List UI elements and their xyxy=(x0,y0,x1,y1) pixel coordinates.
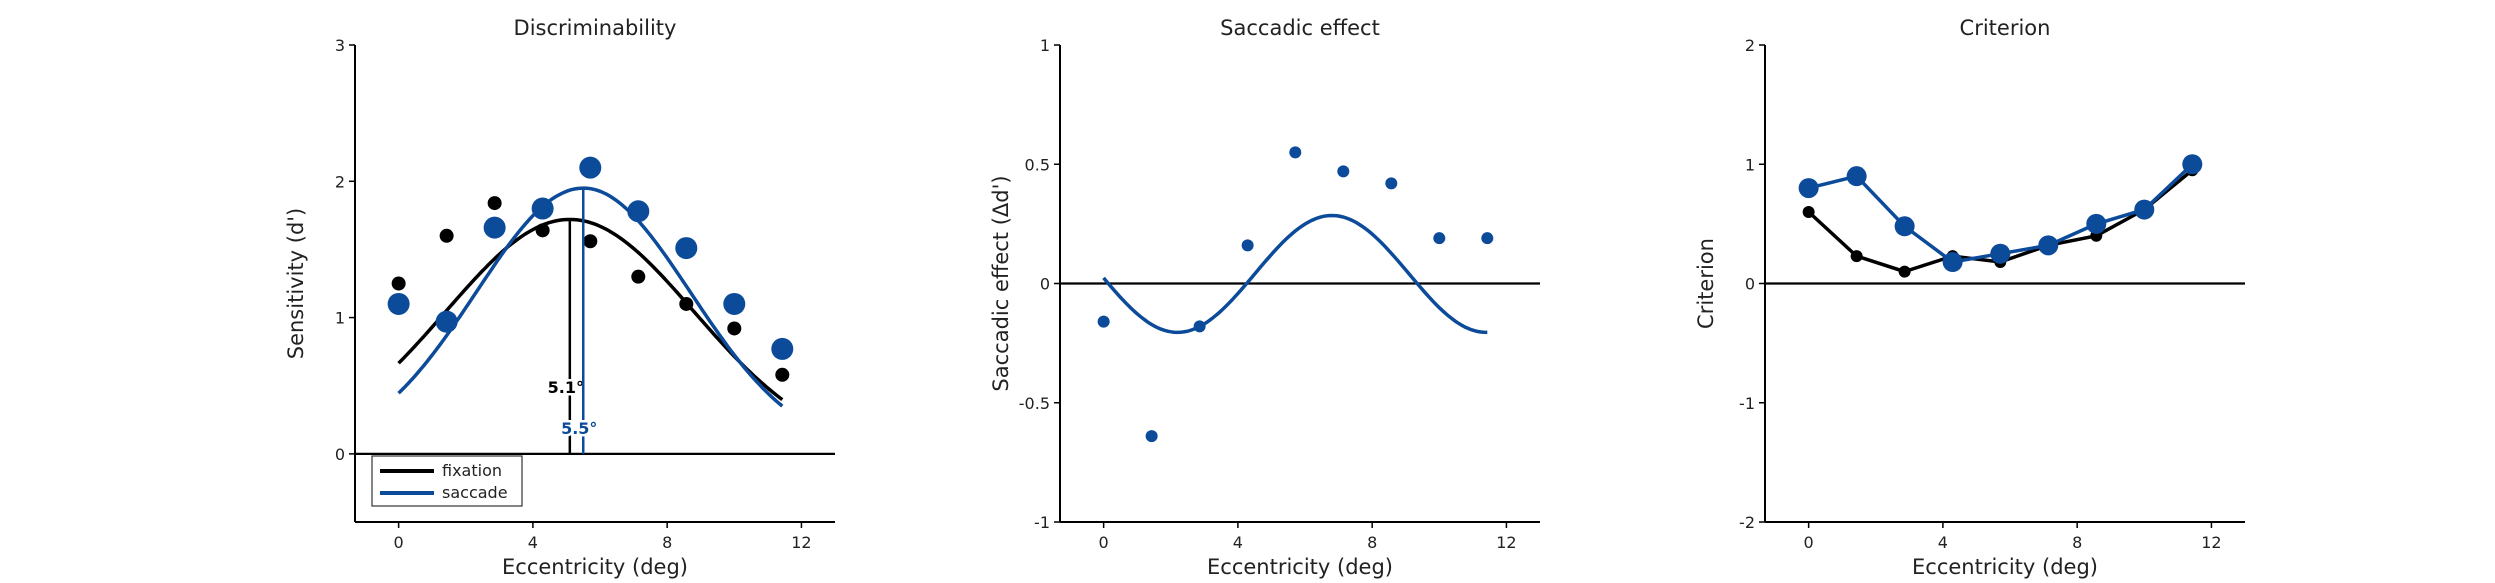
data-point xyxy=(1846,166,1867,187)
data-point xyxy=(1898,265,1911,278)
series-fixation xyxy=(391,196,790,401)
data-point xyxy=(2134,199,2155,220)
data-point xyxy=(2182,154,2203,175)
x-tick-label: 0 xyxy=(394,533,404,552)
x-tick-label: 0 xyxy=(1804,533,1814,552)
data-point xyxy=(627,200,650,223)
y-tick-label: -1 xyxy=(1034,513,1050,532)
data-point xyxy=(1097,315,1110,328)
fit-curve xyxy=(397,186,784,408)
data-point xyxy=(583,234,598,249)
series-saccade xyxy=(1798,154,2203,273)
data-point xyxy=(775,367,790,382)
y-tick-label: -0.5 xyxy=(1019,394,1050,413)
chart-title: Discriminability xyxy=(514,16,677,40)
data-point xyxy=(1990,243,2011,264)
x-tick-label: 8 xyxy=(2072,533,2082,552)
data-point xyxy=(579,156,602,179)
y-axis-label: Saccadic effect (Δd') xyxy=(989,175,1013,391)
data-point xyxy=(1798,178,1819,199)
data-point xyxy=(675,237,698,260)
data-point xyxy=(1337,165,1350,178)
x-tick-label: 8 xyxy=(662,533,672,552)
data-point xyxy=(1433,232,1446,245)
x-tick-label: 4 xyxy=(1938,533,1948,552)
y-tick-label: 2 xyxy=(1745,36,1755,55)
x-tick-label: 12 xyxy=(791,533,811,552)
y-tick-label: 1 xyxy=(335,309,345,328)
data-point xyxy=(1802,205,1815,218)
x-axis-label: Eccentricity (deg) xyxy=(1207,555,1393,579)
x-tick-label: 12 xyxy=(1496,533,1516,552)
data-point xyxy=(1385,177,1398,190)
data-point xyxy=(631,269,646,284)
data-point xyxy=(723,292,746,315)
data-point xyxy=(1193,320,1206,333)
chart-title: Criterion xyxy=(1960,16,2051,40)
peak-label-saccade: 5.5° xyxy=(561,419,597,438)
y-tick-label: 0 xyxy=(335,445,345,464)
data-point xyxy=(1241,239,1254,252)
y-axis-label: Sensitivity (d') xyxy=(284,208,308,360)
x-tick-label: 8 xyxy=(1367,533,1377,552)
x-tick-label: 12 xyxy=(2201,533,2221,552)
data-point xyxy=(2038,235,2059,256)
peak-label-fixation: 5.1° xyxy=(548,378,584,397)
data-point xyxy=(727,321,742,336)
data-point xyxy=(535,223,550,238)
x-tick-label: 0 xyxy=(1099,533,1109,552)
data-point xyxy=(531,197,554,220)
chart-panel-2: Saccadic effect 0 4 8 12 -1 -0.5 0 0.5 1 Eccentric… xyxy=(989,16,1540,579)
data-point xyxy=(1942,252,1963,273)
x-axis-label: Eccentricity (deg) xyxy=(502,555,688,579)
data-point xyxy=(679,296,694,311)
data-point xyxy=(487,196,502,211)
x-axis-label: Eccentricity (deg) xyxy=(1912,555,2098,579)
data-point xyxy=(439,228,454,243)
y-tick-label: 2 xyxy=(335,172,345,191)
data-point xyxy=(771,337,794,360)
data-point xyxy=(1850,250,1863,263)
series-saccade xyxy=(387,156,794,408)
y-tick-label: 3 xyxy=(335,36,345,55)
legend: fixation saccade xyxy=(371,455,523,507)
chart-title: Saccadic effect xyxy=(1220,16,1380,40)
y-tick-label: 0.5 xyxy=(1025,155,1050,174)
fit-curve xyxy=(397,217,784,401)
x-tick-label: 4 xyxy=(528,533,538,552)
data-point xyxy=(435,310,458,333)
y-tick-label: 1 xyxy=(1745,155,1755,174)
y-tick-label: 0 xyxy=(1040,275,1050,294)
data-point xyxy=(1145,430,1158,443)
data-point xyxy=(1894,216,1915,237)
fit-curve xyxy=(1102,213,1488,335)
y-tick-label: -2 xyxy=(1739,513,1755,532)
y-tick-label: -1 xyxy=(1739,394,1755,413)
legend-label-fixation: fixation xyxy=(442,461,502,480)
y-tick-label: 1 xyxy=(1040,36,1050,55)
data-point xyxy=(391,276,406,291)
x-tick-label: 4 xyxy=(1233,533,1243,552)
data-point xyxy=(1481,232,1494,245)
legend-box xyxy=(371,455,523,507)
data-point xyxy=(2086,213,2107,234)
y-axis-label: Criterion xyxy=(1694,238,1718,329)
legend-label-saccade: saccade xyxy=(442,483,508,502)
data-point xyxy=(387,292,410,315)
data-point xyxy=(483,216,506,239)
series-data xyxy=(1097,146,1494,443)
data-point xyxy=(1289,146,1302,159)
y-tick-label: 0 xyxy=(1745,275,1755,294)
